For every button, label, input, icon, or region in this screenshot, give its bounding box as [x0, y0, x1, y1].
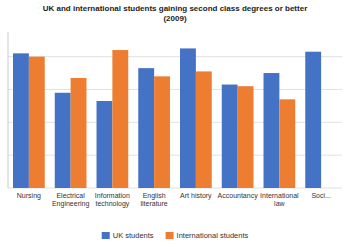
- text-line: Nursing: [17, 192, 41, 200]
- text-line: Information: [95, 192, 130, 199]
- x-tick-label: Englishliterature: [141, 192, 168, 207]
- title: UK and international students gaining se…: [43, 4, 308, 23]
- bar: [196, 71, 212, 188]
- text-line: technology: [95, 200, 129, 208]
- bar: [112, 50, 128, 188]
- x-tick-label: Internationallaw: [260, 192, 299, 207]
- x-tick-label: Accountancy: [218, 192, 259, 200]
- bar: [279, 99, 295, 188]
- bar: [222, 85, 238, 188]
- text-line: Accountancy: [218, 192, 259, 200]
- x-tick-label: Art history: [180, 192, 212, 200]
- bar: [264, 73, 280, 188]
- chart: UK and international students gaining se…: [0, 0, 350, 250]
- bar: [180, 48, 196, 188]
- grid-line: [8, 56, 342, 57]
- x-tick-label: Informationtechnology: [95, 192, 130, 208]
- legend: UK students International students: [102, 231, 249, 240]
- text-line: law: [274, 200, 285, 207]
- bar: [305, 52, 321, 188]
- legend-swatch: [166, 232, 174, 239]
- text-line: Art history: [180, 192, 212, 200]
- text-line: literature: [141, 200, 168, 207]
- bar: [321, 188, 337, 189]
- y-axis-line: [8, 32, 9, 188]
- bar: [13, 53, 29, 188]
- text-line: Engineering: [52, 200, 89, 208]
- bar: [154, 76, 170, 188]
- bar: [97, 101, 113, 188]
- grid-line: [8, 89, 342, 90]
- text-line: Soci...: [311, 192, 331, 199]
- x-tick-label: Soci...: [311, 192, 331, 199]
- x-tick-label: ElectricalEngineering: [52, 192, 89, 208]
- bar: [71, 78, 87, 188]
- legend-label: International students: [177, 231, 249, 240]
- text-line: International: [260, 192, 299, 199]
- legend-label: UK students: [113, 231, 154, 240]
- text-line: (2009): [163, 14, 186, 23]
- legend-swatch: [102, 232, 110, 239]
- bar: [238, 86, 254, 188]
- bars: [13, 48, 321, 188]
- text-line: English: [143, 192, 166, 200]
- x-tick-label: Nursing: [17, 192, 41, 200]
- bar: [55, 93, 71, 188]
- bar: [29, 57, 45, 188]
- bar: [138, 68, 154, 188]
- text-line: Electrical: [56, 192, 85, 199]
- text-line: UK and international students gaining se…: [43, 4, 308, 13]
